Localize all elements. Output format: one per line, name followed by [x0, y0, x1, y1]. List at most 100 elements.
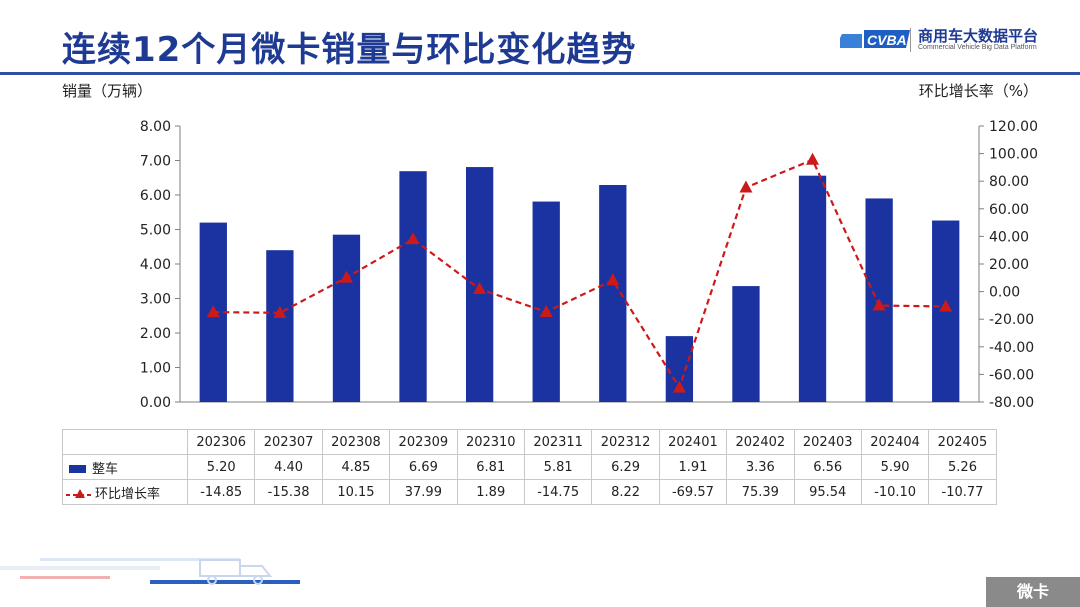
table-cell: -14.75 — [523, 479, 593, 505]
category-cell: 202402 — [726, 429, 795, 455]
right-tick-label: 120.00 — [989, 119, 1038, 135]
decorative-truck-graphic — [0, 558, 300, 585]
left-tick-label: 0.00 — [140, 395, 171, 411]
left-tick-label: 2.00 — [140, 326, 171, 342]
table-cell: -10.77 — [928, 479, 997, 505]
right-axis-title: 环比增长率（%） — [918, 82, 1038, 100]
table-cell: -15.38 — [254, 479, 323, 505]
right-tick-label: 100.00 — [989, 147, 1038, 163]
point-202311 — [539, 304, 553, 317]
data-table: 202306 202307 202308 202309 202310 202311 2023… — [62, 429, 997, 505]
table-cell: 8.22 — [591, 479, 660, 505]
bar-swatch-icon — [69, 465, 86, 473]
table-cell: 6.81 — [456, 454, 525, 480]
table-cell: 6.69 — [389, 454, 458, 480]
table-cell: 1.89 — [456, 479, 525, 505]
left-tick-label: 3.00 — [140, 292, 171, 308]
right-tick-label: 60.00 — [989, 202, 1029, 218]
category-cell: 202312 — [591, 429, 660, 455]
right-tick-label: 20.00 — [989, 257, 1029, 273]
left-tick-label: 8.00 — [140, 119, 171, 135]
table-cell: 6.56 — [793, 454, 862, 480]
point-202401 — [672, 380, 686, 393]
point-202312 — [606, 273, 620, 286]
truck-logo-icon: CVBA — [840, 30, 910, 48]
table-cell: 5.20 — [186, 454, 256, 480]
legend-label: 整车 — [92, 461, 119, 477]
table-header-row: 202306 202307 202308 202309 202310 202311 2023… — [62, 429, 997, 455]
left-tick-label: 5.00 — [140, 223, 171, 239]
table-cell: -10.10 — [860, 479, 930, 505]
table-corner-cell — [62, 429, 188, 455]
logo-mark-text: CVBA — [867, 32, 907, 48]
category-cell: 202403 — [793, 429, 862, 455]
point-202404 — [872, 298, 886, 311]
category-cell: 202309 — [389, 429, 458, 455]
point-202403 — [806, 152, 820, 165]
right-tick-label: -60.00 — [989, 367, 1034, 383]
category-cell: 202404 — [860, 429, 930, 455]
left-tick-label: 1.00 — [140, 361, 171, 377]
line-swatch-icon — [66, 489, 94, 498]
point-202310 — [473, 281, 487, 294]
right-tick-label: -20.00 — [989, 312, 1034, 328]
category-cell: 202307 — [254, 429, 323, 455]
point-202308 — [339, 270, 353, 283]
left-tick-label: 7.00 — [140, 154, 171, 170]
table-cell: 3.36 — [726, 454, 795, 480]
left-axis-title: 销量（万辆） — [62, 82, 153, 100]
point-202306 — [206, 305, 220, 318]
corner-tag: 微卡 — [986, 577, 1080, 607]
bar-202312 — [599, 184, 627, 402]
table-cell: 4.40 — [254, 454, 323, 480]
point-202307 — [273, 305, 287, 318]
category-cell: 202401 — [658, 429, 728, 455]
table-cell: 5.90 — [860, 454, 930, 480]
legend-label: 环比增长率 — [95, 486, 161, 502]
combo-chart: 0.00 1.00 2.00 3.00 4.00 5.00 6.00 7.00 8.00 -80.… — [140, 119, 1038, 411]
table-cell: 37.99 — [389, 479, 458, 505]
table-row-line: 环比增长率 -14.85 -15.38 10.15 37.99 1.89 -14.75 8.2… — [62, 479, 997, 505]
right-tick-label: -40.00 — [989, 340, 1034, 356]
table-cell: 6.29 — [591, 454, 660, 480]
right-tick-label: 40.00 — [989, 229, 1029, 245]
category-cell: 202311 — [523, 429, 593, 455]
point-202309 — [406, 232, 420, 245]
table-cell: 4.85 — [321, 454, 391, 480]
point-202405 — [939, 299, 953, 312]
right-tick-label: 80.00 — [989, 174, 1029, 190]
table-cell: -14.85 — [186, 479, 256, 505]
bar-202403 — [798, 175, 827, 402]
left-tick-label: 4.00 — [140, 257, 171, 273]
category-cell: 202405 — [928, 429, 997, 455]
logo-subtitle: Commercial Vehicle Big Data Platform — [918, 44, 1037, 51]
table-cell: -69.57 — [658, 479, 728, 505]
category-cell: 202308 — [321, 429, 391, 455]
title-underline — [0, 72, 1080, 75]
table-cell: 10.15 — [321, 479, 391, 505]
bar-202307 — [266, 250, 294, 402]
logo-name: 商用车大数据平台 — [918, 27, 1039, 45]
growth-rate-line — [213, 158, 946, 391]
point-202402 — [739, 180, 753, 193]
legend-bar-series: 整车 — [62, 454, 188, 480]
right-tick-label: 0.00 — [989, 285, 1020, 301]
page-title: 连续12个月微卡销量与环比变化趋势 — [62, 30, 637, 70]
table-cell: 1.91 — [658, 454, 728, 480]
table-cell: 5.26 — [928, 454, 997, 480]
table-row-bars: 整车 5.20 4.40 4.85 6.69 6.81 5.81 6.29 1.91 3.36 6.… — [62, 454, 997, 480]
platform-logo: CVBA 商用车大数据平台 Commercial Vehicle Big Dat… — [836, 24, 1062, 56]
bar-202402 — [732, 286, 760, 402]
left-tick-label: 6.00 — [140, 188, 171, 204]
bar-202308 — [332, 234, 361, 402]
legend-line-series: 环比增长率 — [62, 479, 188, 505]
category-cell: 202306 — [186, 429, 256, 455]
right-tick-label: -80.00 — [989, 395, 1034, 411]
bar-202311 — [532, 201, 560, 402]
category-cell: 202310 — [456, 429, 525, 455]
table-cell: 75.39 — [726, 479, 795, 505]
table-cell: 5.81 — [523, 454, 593, 480]
bar-202309 — [399, 171, 427, 402]
table-cell: 95.54 — [793, 479, 862, 505]
logo-divider — [910, 28, 911, 52]
